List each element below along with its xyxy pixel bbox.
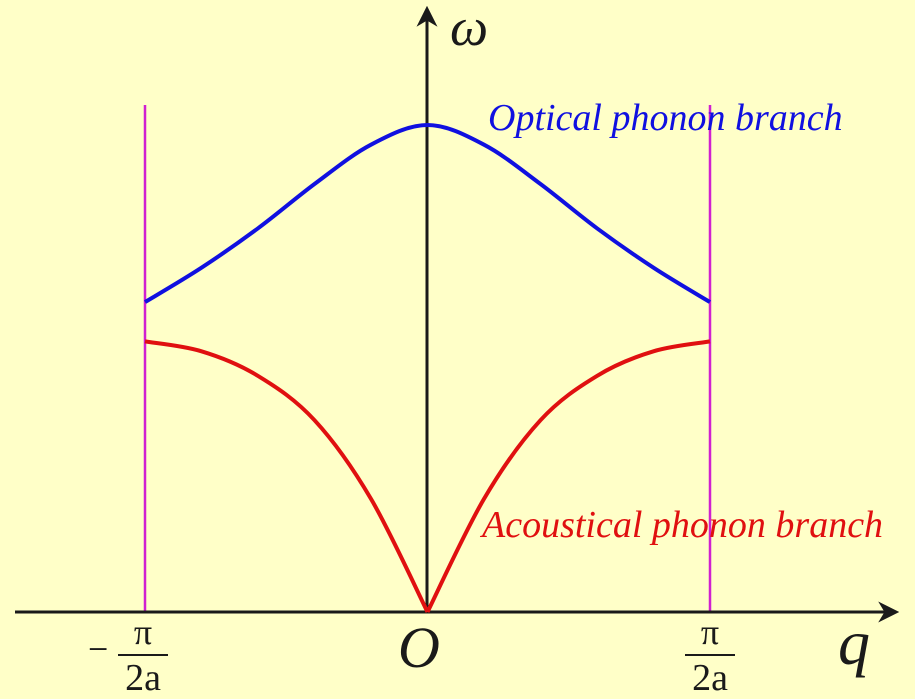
left-boundary-sign: − bbox=[88, 629, 109, 669]
left-boundary-denominator: 2a bbox=[125, 657, 161, 699]
left-fraction-bar bbox=[118, 654, 168, 656]
acoustical-branch-label: Acoustical phonon branch bbox=[482, 504, 884, 546]
origin-label: O bbox=[398, 615, 440, 680]
right-boundary-numerator: π bbox=[700, 612, 720, 652]
x-axis-label: q bbox=[838, 607, 870, 678]
right-boundary-fraction: π 2a bbox=[685, 614, 735, 697]
right-fraction-bar bbox=[685, 654, 735, 656]
optical-branch-label: Optical phonon branch bbox=[488, 97, 843, 139]
optical-branch-curve bbox=[143, 122, 712, 304]
acoustical-branch-curve bbox=[144, 339, 711, 613]
right-boundary-denominator: 2a bbox=[692, 657, 728, 699]
y-axis-label: ω bbox=[450, 0, 489, 57]
left-boundary-numerator: π bbox=[133, 612, 153, 652]
left-boundary-fraction: π 2a bbox=[118, 614, 168, 697]
